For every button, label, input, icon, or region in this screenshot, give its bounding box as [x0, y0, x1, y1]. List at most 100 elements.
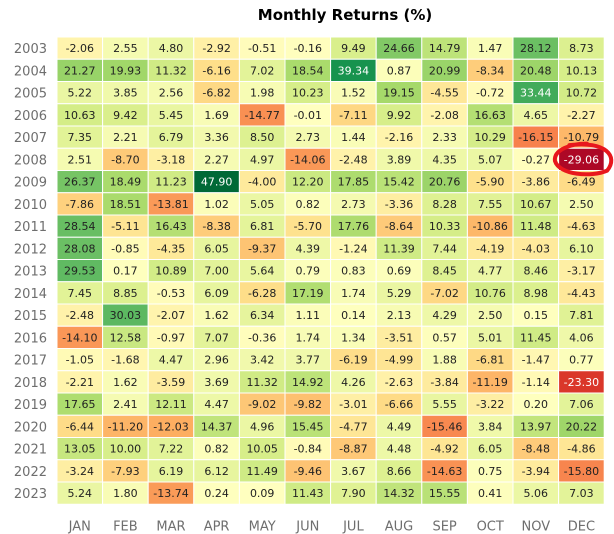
cell-value-label: 5.45 — [159, 109, 184, 122]
cell-value-label: 1.74 — [296, 331, 321, 344]
cell-value-label: 29.53 — [64, 265, 96, 278]
cell-value-label: -8.48 — [522, 443, 550, 456]
cell-value-label: -9.82 — [294, 398, 322, 411]
cell-value-label: -14.63 — [427, 465, 462, 478]
y-tick-label: 2009 — [14, 176, 47, 191]
cell-value-label: 4.49 — [387, 420, 412, 433]
cell-value-label: 11.32 — [246, 376, 278, 389]
y-tick-label: 2023 — [14, 487, 47, 502]
cell-value-label: -8.38 — [202, 220, 230, 233]
cell-value-label: 18.54 — [292, 64, 324, 77]
cell-value-label: 14.79 — [429, 42, 461, 55]
cell-value-label: 11.48 — [520, 220, 552, 233]
cell-value-label: 11.32 — [155, 64, 187, 77]
cell-value-label: -8.34 — [476, 64, 504, 77]
cell-value-label: 14.32 — [383, 487, 415, 500]
y-tick-label: 2020 — [14, 420, 47, 435]
cell-value-label: 5.01 — [478, 331, 503, 344]
cell-value-label: 1.02 — [204, 198, 229, 211]
cell-value-label: 5.06 — [524, 487, 549, 500]
x-tick-label: JUN — [295, 519, 319, 534]
cell-value-label: 0.77 — [569, 354, 594, 367]
cell-value-label: 7.00 — [204, 265, 229, 278]
cell-value-label: -3.24 — [66, 465, 94, 478]
cell-value-label: 5.24 — [68, 487, 93, 500]
cell-value-label: -2.63 — [385, 376, 413, 389]
heatmap-cells — [56, 36, 605, 505]
cell-value-label: 4.06 — [569, 331, 594, 344]
y-tick-labels: 2003 2004 2005 2006 2007 2008 2009 2010 2011 2012… — [14, 42, 47, 502]
cell-value-label: 0.57 — [432, 331, 457, 344]
cell-value-label: 0.14 — [341, 309, 366, 322]
cell-value-label: -3.51 — [385, 331, 413, 344]
y-tick-label: 2022 — [14, 465, 47, 480]
cell-value-label: 4.47 — [159, 354, 184, 367]
cell-value-label: 19.93 — [110, 64, 142, 77]
cell-value-label: -6.19 — [339, 354, 367, 367]
cell-value-label: 9.92 — [387, 109, 412, 122]
x-tick-label: MAR — [156, 519, 185, 534]
cell-value-label: 7.35 — [68, 131, 93, 144]
y-tick-label: 2006 — [14, 109, 47, 124]
cell-value-label: -16.15 — [518, 131, 553, 144]
cell-value-label: 39.34 — [338, 64, 370, 77]
cell-value-label: -5.70 — [294, 220, 322, 233]
cell-value-label: -2.92 — [202, 42, 230, 55]
cell-value-label: 8.85 — [113, 287, 138, 300]
x-tick-label: APR — [204, 519, 230, 534]
highlight-circle-annotation — [552, 141, 614, 177]
cell-value-label: 11.43 — [292, 487, 324, 500]
y-tick-label: 2004 — [14, 64, 47, 79]
cell-value-label: 8.28 — [432, 198, 457, 211]
cell-value-label: -23.30 — [564, 376, 599, 389]
cell-value-label: 1.47 — [478, 42, 503, 55]
cell-value-label: 4.29 — [432, 309, 457, 322]
cell-value-label: -0.16 — [294, 42, 322, 55]
cell-value-label: 13.05 — [64, 443, 96, 456]
cell-value-label: -3.17 — [567, 265, 595, 278]
cell-value-label: 2.50 — [569, 198, 594, 211]
cell-value-label: -6.49 — [567, 176, 595, 189]
cell-value-label: -10.86 — [472, 220, 507, 233]
cell-value-label: -2.08 — [430, 109, 458, 122]
cell-value-label: 10.05 — [246, 443, 278, 456]
cell-value-label: -14.10 — [62, 331, 97, 344]
cell-value-label: 9.42 — [113, 109, 138, 122]
cell-value-label: 2.55 — [113, 42, 138, 55]
cell-value-label: -8.64 — [385, 220, 413, 233]
cell-value-label: 6.79 — [159, 131, 184, 144]
cell-value-label: 1.62 — [113, 376, 138, 389]
cell-value-label: -5.11 — [111, 220, 139, 233]
cell-value-label: 4.48 — [387, 443, 412, 456]
y-tick-label: 2017 — [14, 354, 47, 369]
cell-value-label: -0.51 — [248, 42, 276, 55]
x-tick-label: JAN — [68, 519, 91, 534]
cell-value-label: 1.88 — [432, 354, 457, 367]
cell-value-label: 4.47 — [204, 398, 229, 411]
cell-value-label: -6.82 — [202, 87, 230, 100]
cell-value-label: 12.20 — [292, 176, 324, 189]
cell-value-label: -15.80 — [564, 465, 599, 478]
cell-value-label: 20.48 — [520, 64, 552, 77]
cell-value-label: 21.27 — [64, 64, 96, 77]
cell-value-label: 7.06 — [569, 398, 594, 411]
cell-value-label: 5.07 — [478, 153, 503, 166]
cell-value-label: -5.90 — [476, 176, 504, 189]
cell-value-label: 3.77 — [296, 354, 321, 367]
cell-value-label: 2.13 — [387, 309, 412, 322]
cell-value-label: 7.90 — [341, 487, 366, 500]
cell-value-label: -4.92 — [430, 443, 458, 456]
y-tick-label: 2012 — [14, 242, 47, 257]
cell-value-label: -4.35 — [157, 242, 185, 255]
cell-value-label: 3.84 — [478, 420, 503, 433]
cell-value-label: 11.45 — [520, 331, 552, 344]
cell-value-label: 8.98 — [524, 287, 549, 300]
cell-value-label: 10.23 — [292, 87, 324, 100]
cell-value-label: 4.80 — [159, 42, 184, 55]
cell-value-label: 1.34 — [341, 331, 366, 344]
cell-value-label: -3.86 — [522, 176, 550, 189]
y-tick-label: 2019 — [14, 398, 47, 413]
cell-value-label: -12.03 — [153, 420, 188, 433]
cell-value-label: 1.44 — [341, 131, 366, 144]
